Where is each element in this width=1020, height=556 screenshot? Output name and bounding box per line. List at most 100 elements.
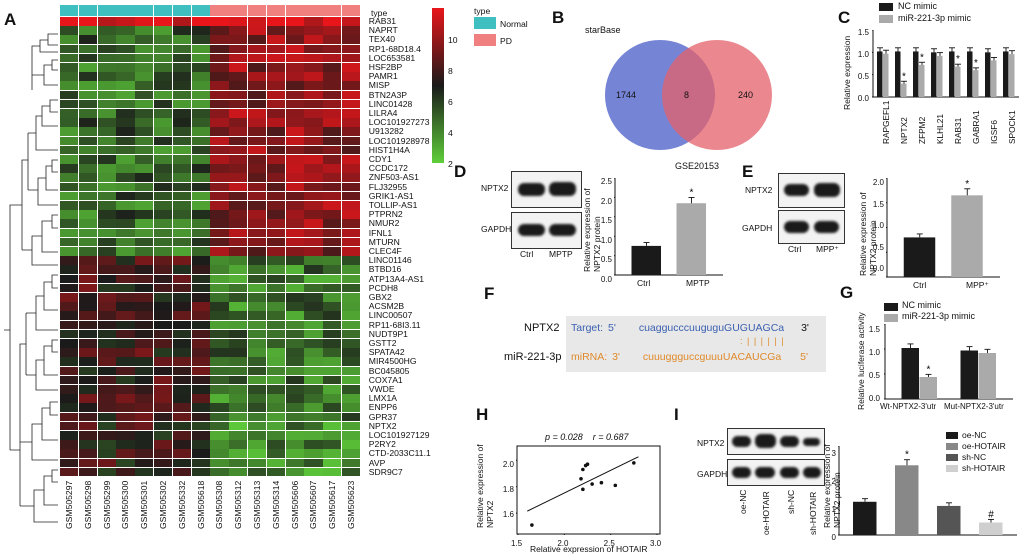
heatmap-cell <box>135 136 154 146</box>
heatmap-cell <box>266 182 285 192</box>
heatmap-cell <box>248 283 267 293</box>
heatmap-cell <box>191 412 210 422</box>
d-lane-mptp: MPTP <box>549 249 573 259</box>
heatmap-cell <box>323 357 342 366</box>
heatmap-cell <box>248 228 267 238</box>
heatmap-cell <box>154 35 173 44</box>
heatmap-cell <box>266 145 285 155</box>
heatmap-cell <box>154 210 173 219</box>
heatmap-cell <box>135 247 154 256</box>
heatmap-cell <box>229 293 248 302</box>
heatmap-cell <box>172 431 191 440</box>
heatmap-cell <box>60 421 79 431</box>
heatmap-cell <box>191 348 210 357</box>
heatmap-cell <box>135 182 154 192</box>
panel-f-letter: F <box>484 284 495 303</box>
heatmap-cell <box>60 256 79 265</box>
heatmap-cell <box>191 458 210 468</box>
heatmap-cell <box>97 375 116 385</box>
color-scale-ticks: 10 8 6 4 2 <box>448 25 458 180</box>
heatmap-cell <box>78 339 97 348</box>
d-bar-chart: * <box>614 178 723 276</box>
pd-legend-label: PD <box>500 36 512 46</box>
heatmap-cell <box>304 302 323 311</box>
g-xlabel-wt: Wt-NPTX2-3'utr <box>880 402 937 411</box>
e-blot-nptx2 <box>778 173 845 208</box>
heatmap-cell <box>116 431 135 440</box>
heatmap-cell <box>116 201 135 210</box>
heatmap-cell <box>191 26 210 35</box>
heatmap-cell <box>285 53 304 63</box>
heatmap-cell <box>323 274 342 284</box>
heatmap-cell <box>135 431 154 440</box>
heatmap-cell <box>342 182 361 192</box>
heatmap-cell <box>248 440 267 449</box>
heatmap-cell <box>229 440 248 449</box>
heatmap-cell <box>78 293 97 302</box>
scale-tick: 10 <box>448 35 458 45</box>
heatmap-cell <box>60 201 79 210</box>
heatmap-cell <box>78 109 97 118</box>
type-cell <box>172 5 191 16</box>
sample-label: GSM505618 <box>195 480 206 529</box>
heatmap-cell <box>342 256 361 265</box>
heatmap-cell <box>135 394 154 403</box>
bar <box>931 52 937 97</box>
heatmap-cell <box>172 81 191 90</box>
c-gene-label: IGSF6 <box>989 120 999 144</box>
heatmap-cell <box>285 173 304 182</box>
heatmap-cell <box>342 201 361 210</box>
heatmap-cell <box>97 63 116 72</box>
i-bar-chart: *# <box>838 446 1017 536</box>
gene-label: HIST1H4A <box>368 144 410 155</box>
panel-c-letter: C <box>838 8 851 27</box>
gene-label: LOC101927129 <box>368 430 430 440</box>
heatmap-cell <box>97 320 116 330</box>
heatmap-cell <box>60 394 79 403</box>
heatmap-cell <box>172 136 191 146</box>
heatmap-cell <box>304 293 323 302</box>
heatmap-cell <box>78 440 97 449</box>
heatmap-cell <box>191 421 210 431</box>
heatmap-cell <box>172 302 191 311</box>
gene-label: CDY1 <box>368 154 392 164</box>
heatmap-cell <box>210 90 229 100</box>
heatmap-cell <box>229 311 248 320</box>
heatmap-cell <box>248 63 267 72</box>
heatmap-cell <box>97 421 116 431</box>
e-yticks: 2.0 1.5 1.0 0.5 0.0 <box>868 172 884 280</box>
heatmap-cell <box>154 164 173 173</box>
heatmap-cell <box>323 311 342 320</box>
heatmap-cell <box>229 348 248 357</box>
heatmap-cell <box>266 302 285 311</box>
heatmap-cell <box>229 155 248 164</box>
sample-label: GSM505623 <box>346 480 356 529</box>
heatmap-cell <box>78 173 97 182</box>
heatmap-cell <box>116 467 135 477</box>
heatmap-cell <box>285 431 304 440</box>
heatmap-cell <box>154 339 173 348</box>
heatmap-cell <box>323 421 342 431</box>
heatmap-cell <box>323 302 342 311</box>
heatmap-cell <box>116 311 135 320</box>
heatmap-cell <box>323 394 342 403</box>
heatmap-cell <box>285 320 304 330</box>
sample-label: GSM505302 <box>158 480 168 529</box>
heatmap-cell <box>266 403 285 412</box>
scatter-point <box>590 482 594 486</box>
heatmap-cell <box>304 394 323 403</box>
c-legend-mir-swatch <box>879 15 893 23</box>
heatmap-cell <box>285 348 304 357</box>
panel-i-letter: I <box>674 405 679 424</box>
heatmap-cell <box>229 247 248 256</box>
heatmap-cell <box>97 182 116 192</box>
heatmap-cell <box>191 440 210 449</box>
heatmap-cell <box>191 302 210 311</box>
gene-label: VWDE <box>368 384 395 394</box>
heatmap-cell <box>154 90 173 100</box>
heatmap-cell <box>304 403 323 412</box>
heatmap-cell <box>97 109 116 118</box>
venn-right-count: 240 <box>738 90 754 100</box>
heatmap-cell <box>116 26 135 35</box>
heatmap-cell <box>135 385 154 394</box>
